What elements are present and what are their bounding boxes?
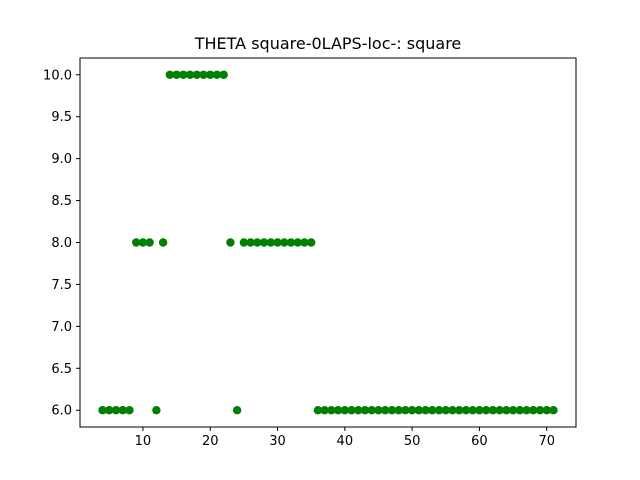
data-point bbox=[266, 238, 275, 247]
y-tick-label: 7.5 bbox=[51, 278, 72, 293]
data-point bbox=[428, 406, 437, 415]
data-point bbox=[535, 406, 545, 415]
data-point bbox=[502, 406, 511, 415]
data-point bbox=[219, 70, 228, 79]
y-tick-label: 6.5 bbox=[51, 362, 72, 377]
data-point bbox=[387, 406, 397, 415]
data-point bbox=[354, 406, 363, 415]
data-point bbox=[481, 406, 491, 415]
data-point bbox=[367, 406, 376, 415]
data-point bbox=[320, 406, 329, 415]
data-point bbox=[239, 238, 249, 247]
data-point bbox=[508, 406, 518, 415]
data-point bbox=[158, 238, 168, 247]
data-point bbox=[522, 406, 531, 415]
data-point bbox=[461, 406, 471, 415]
y-tick-label: 8.0 bbox=[51, 236, 72, 251]
data-point bbox=[360, 406, 370, 415]
data-point bbox=[448, 406, 457, 415]
data-point bbox=[125, 406, 134, 415]
data-point bbox=[118, 406, 127, 415]
plot-area bbox=[80, 58, 576, 427]
data-point bbox=[542, 406, 551, 415]
data-point bbox=[340, 406, 350, 415]
data-point bbox=[212, 70, 222, 79]
x-tick-label: 10 bbox=[135, 434, 152, 449]
data-point bbox=[515, 406, 525, 415]
data-point bbox=[306, 238, 316, 247]
x-tick-label: 70 bbox=[538, 434, 555, 449]
plot-frame bbox=[79, 57, 577, 428]
data-point bbox=[172, 70, 181, 79]
data-point bbox=[165, 70, 175, 79]
data-point bbox=[468, 406, 477, 415]
chart-title: THETA square-0LAPS-loc-: square bbox=[194, 34, 462, 53]
x-tick-label: 40 bbox=[337, 434, 354, 449]
data-point bbox=[407, 406, 417, 415]
data-point bbox=[199, 70, 208, 79]
data-point bbox=[455, 406, 464, 415]
data-point bbox=[286, 238, 296, 247]
data-point bbox=[475, 406, 484, 415]
data-point bbox=[421, 406, 430, 415]
data-point bbox=[495, 406, 504, 415]
data-point bbox=[273, 238, 282, 247]
y-axis: 6.0 6.5 7.0 7.5 8.0 8.5 9.0 9.5 10.0 bbox=[43, 68, 80, 419]
data-point bbox=[313, 406, 323, 415]
data-point bbox=[105, 406, 114, 415]
data-point bbox=[381, 406, 390, 415]
x-tick-label: 60 bbox=[471, 434, 488, 449]
data-points bbox=[98, 70, 558, 415]
data-point bbox=[300, 238, 309, 247]
x-axis: 10 20 30 40 50 60 70 bbox=[135, 427, 555, 449]
x-tick-label: 20 bbox=[202, 434, 219, 449]
data-point bbox=[347, 406, 356, 415]
y-tick-label: 7.0 bbox=[51, 320, 72, 335]
data-point bbox=[192, 70, 201, 79]
data-point bbox=[253, 238, 262, 247]
data-point bbox=[488, 406, 498, 415]
data-point bbox=[333, 406, 343, 415]
y-tick-label: 9.5 bbox=[51, 110, 72, 125]
x-tick-label: 30 bbox=[269, 434, 286, 449]
data-point bbox=[327, 406, 336, 415]
data-point bbox=[145, 238, 154, 247]
data-point bbox=[246, 238, 255, 247]
data-point bbox=[138, 238, 148, 247]
data-point bbox=[111, 406, 121, 415]
data-point bbox=[529, 406, 538, 415]
data-point bbox=[394, 406, 403, 415]
data-point bbox=[441, 406, 450, 415]
data-point bbox=[206, 70, 215, 79]
data-point bbox=[549, 406, 558, 415]
data-point bbox=[280, 238, 289, 247]
data-point bbox=[152, 406, 161, 415]
x-tick-label: 50 bbox=[404, 434, 421, 449]
data-point bbox=[401, 406, 410, 415]
y-tick-label: 9.0 bbox=[51, 152, 72, 167]
data-point bbox=[226, 238, 235, 247]
data-point bbox=[179, 70, 188, 79]
data-point bbox=[98, 406, 107, 415]
data-point bbox=[259, 238, 269, 247]
data-point bbox=[293, 238, 302, 247]
data-point bbox=[374, 406, 383, 415]
data-point bbox=[232, 406, 242, 415]
data-point bbox=[434, 406, 444, 415]
data-point bbox=[414, 406, 424, 415]
y-tick-label: 6.0 bbox=[51, 404, 72, 419]
data-point bbox=[131, 238, 141, 247]
data-point bbox=[185, 70, 195, 79]
y-tick-label: 10.0 bbox=[43, 68, 72, 83]
y-tick-label: 8.5 bbox=[51, 194, 72, 209]
